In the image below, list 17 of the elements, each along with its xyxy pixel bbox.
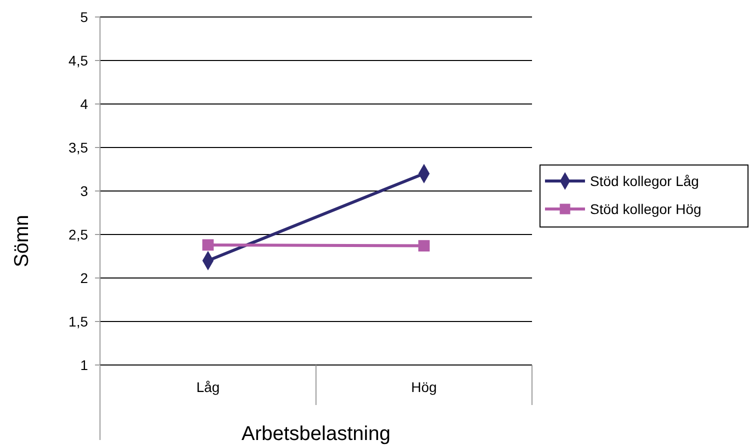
y-tick-label: 2,5 [68, 226, 88, 242]
point [418, 240, 430, 252]
x-tick-label: Hög [411, 379, 437, 395]
point [202, 239, 214, 251]
x-axis-title: Arbetsbelastning [242, 423, 390, 445]
y-tick-label: 3,5 [68, 139, 88, 156]
legend-label: Stöd kollegor Hög [590, 200, 702, 217]
x-tick-label: Låg [196, 379, 220, 395]
y-tick-label: 1 [80, 356, 88, 373]
legend-label: Stöd kollegor Låg [590, 172, 699, 189]
y-tick-label: 3 [80, 182, 88, 199]
y-tick-label: 2 [80, 270, 88, 286]
y-tick-label: 4 [80, 96, 88, 112]
y-tick-label: 4,5 [68, 52, 88, 68]
y-axis-title: Sömn [11, 214, 33, 268]
y-tick-label: 1,5 [68, 313, 88, 330]
y-tick-label: 5 [80, 8, 88, 25]
